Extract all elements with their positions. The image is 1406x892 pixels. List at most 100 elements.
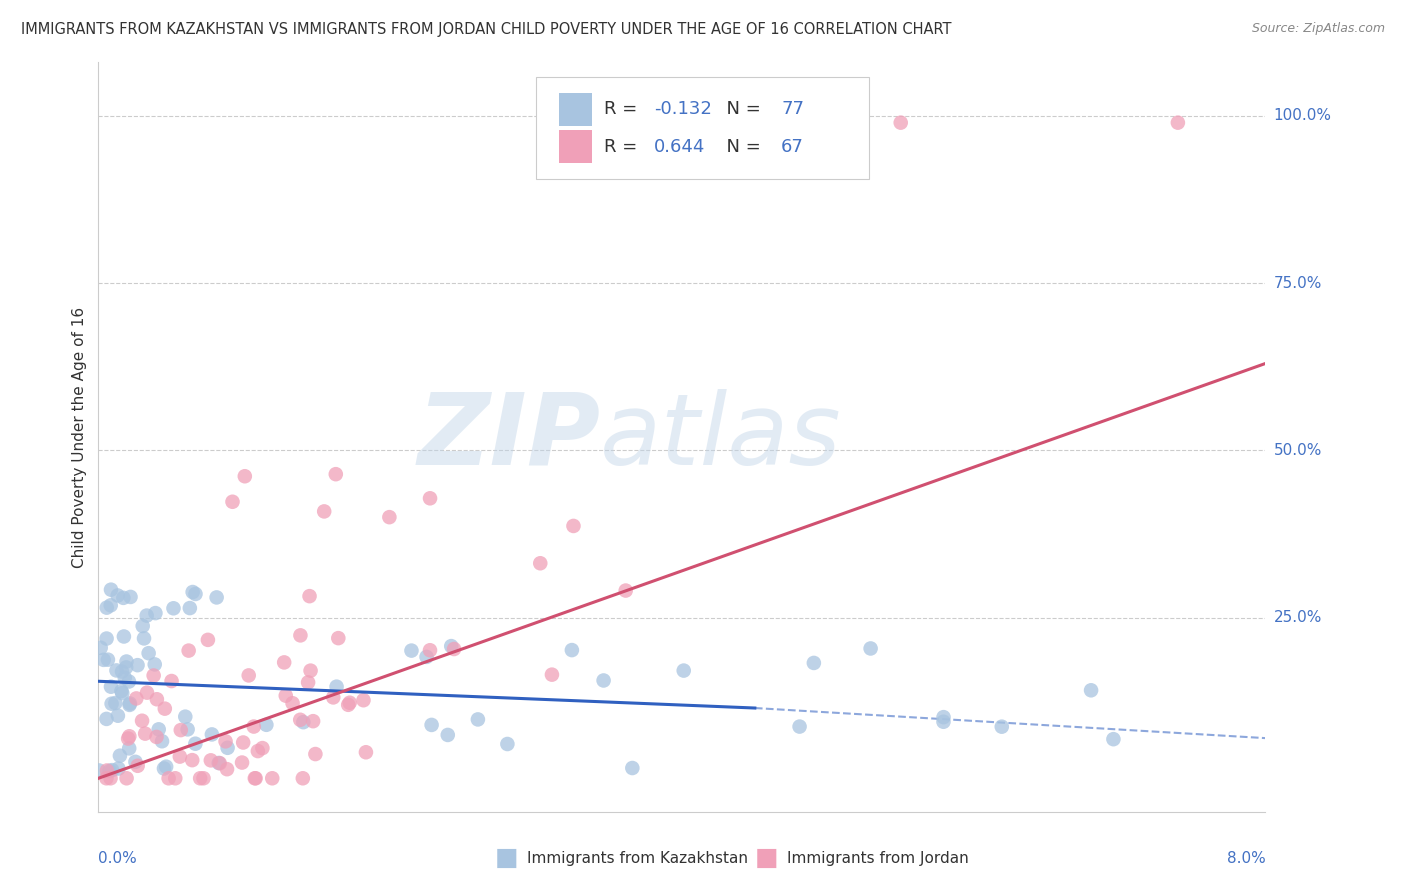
Text: ■: ■ <box>495 847 517 870</box>
Point <box>155 759 177 773</box>
Point <box>131 714 153 728</box>
Point <box>96 600 118 615</box>
Point <box>174 709 197 723</box>
Point <box>325 680 347 694</box>
Point <box>176 723 198 737</box>
Point <box>990 720 1012 734</box>
Point <box>97 653 120 667</box>
Point <box>197 632 219 647</box>
Point <box>205 591 228 605</box>
Text: 0.644: 0.644 <box>654 138 706 156</box>
Text: 67: 67 <box>782 138 804 156</box>
Point <box>153 701 176 715</box>
Point <box>127 759 149 773</box>
Point <box>96 771 118 786</box>
Text: -0.132: -0.132 <box>654 100 711 118</box>
Point <box>165 771 187 786</box>
Point <box>859 641 882 656</box>
Point <box>214 734 236 748</box>
Point <box>143 657 166 672</box>
Point <box>932 714 955 729</box>
Point <box>1167 116 1189 130</box>
Point <box>314 504 336 518</box>
Point <box>100 680 122 694</box>
Point <box>93 653 115 667</box>
Text: ZIP: ZIP <box>418 389 600 485</box>
Point <box>120 590 142 604</box>
Point <box>337 698 360 712</box>
Point <box>115 655 138 669</box>
Point <box>298 589 321 603</box>
Point <box>325 467 347 482</box>
Point <box>201 727 224 741</box>
Point <box>436 728 458 742</box>
Point <box>290 628 312 642</box>
Point <box>890 116 912 130</box>
Point <box>134 726 156 740</box>
Text: N =: N = <box>714 138 766 156</box>
Point <box>160 673 183 688</box>
Point <box>221 495 243 509</box>
Point <box>496 737 519 751</box>
Point <box>124 755 146 769</box>
Text: 100.0%: 100.0% <box>1274 109 1331 123</box>
Point <box>246 744 269 758</box>
Point <box>107 708 129 723</box>
Text: R =: R = <box>603 100 643 118</box>
Text: R =: R = <box>603 138 643 156</box>
Point <box>1102 732 1125 747</box>
Point <box>96 764 118 778</box>
Point <box>803 656 825 670</box>
Point <box>297 675 319 690</box>
Point <box>135 608 157 623</box>
Point <box>170 723 193 737</box>
Point <box>184 587 207 601</box>
Point <box>104 696 127 710</box>
Point <box>169 749 191 764</box>
Point <box>181 585 204 599</box>
Text: Source: ZipAtlas.com: Source: ZipAtlas.com <box>1251 22 1385 36</box>
Point <box>142 668 165 682</box>
Point <box>179 601 201 615</box>
Point <box>419 491 441 506</box>
Point <box>401 643 423 657</box>
Point <box>101 763 124 777</box>
Point <box>188 771 211 786</box>
Point <box>114 671 136 685</box>
Point <box>145 606 167 620</box>
Point <box>245 771 267 786</box>
Point <box>1080 683 1102 698</box>
Point <box>614 583 637 598</box>
Point <box>322 690 344 705</box>
Point <box>233 469 256 483</box>
Text: atlas: atlas <box>600 389 842 485</box>
Point <box>420 718 443 732</box>
Point <box>111 686 134 700</box>
Point <box>353 693 375 707</box>
Point <box>100 599 122 613</box>
Text: IMMIGRANTS FROM KAZAKHSTAN VS IMMIGRANTS FROM JORDAN CHILD POVERTY UNDER THE AGE: IMMIGRANTS FROM KAZAKHSTAN VS IMMIGRANTS… <box>21 22 952 37</box>
Point <box>621 761 644 775</box>
Point <box>215 762 238 776</box>
Text: Immigrants from Jordan: Immigrants from Jordan <box>787 851 969 865</box>
Point <box>105 664 128 678</box>
Point <box>96 712 118 726</box>
Text: ■: ■ <box>755 847 778 870</box>
Point <box>208 756 231 770</box>
Point <box>354 745 377 759</box>
Point <box>153 762 176 776</box>
Point <box>541 667 564 681</box>
Text: 8.0%: 8.0% <box>1226 851 1265 865</box>
Point <box>146 692 169 706</box>
Point <box>208 756 231 771</box>
Point <box>100 697 122 711</box>
Point <box>87 764 110 778</box>
Point <box>90 640 112 655</box>
Point <box>115 660 138 674</box>
Point <box>467 713 489 727</box>
FancyBboxPatch shape <box>560 93 592 126</box>
Point <box>181 753 204 767</box>
Point <box>111 665 134 679</box>
Point <box>592 673 614 688</box>
Point <box>281 696 304 710</box>
